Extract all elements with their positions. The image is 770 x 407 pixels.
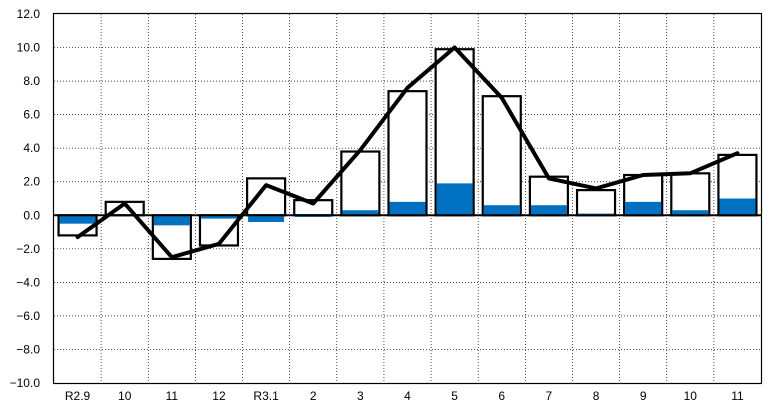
blue-bar bbox=[248, 215, 285, 222]
x-tick-label: 9 bbox=[640, 389, 647, 403]
line-point bbox=[217, 242, 221, 246]
x-tick-label: 11 bbox=[166, 389, 179, 403]
line-point bbox=[594, 186, 598, 190]
line-point bbox=[735, 151, 739, 155]
x-tick-label: 10 bbox=[684, 389, 698, 403]
x-tick-label: 2 bbox=[310, 389, 317, 403]
blue-bar bbox=[719, 198, 756, 216]
outline-bar bbox=[575, 189, 617, 217]
plot-frame bbox=[52, 12, 763, 385]
x-tick-label: 5 bbox=[451, 389, 458, 403]
blue-bar bbox=[342, 210, 379, 216]
outline-bar bbox=[670, 172, 711, 217]
x-tick-label: 4 bbox=[404, 389, 411, 403]
x-tick-label: 6 bbox=[498, 389, 505, 403]
line-point bbox=[123, 202, 127, 206]
y-tick-label: 4.0 bbox=[23, 141, 40, 155]
blue-bar bbox=[200, 215, 237, 219]
x-tick-label: 10 bbox=[118, 389, 132, 403]
blue-bar bbox=[389, 201, 426, 216]
line-point bbox=[358, 148, 362, 152]
y-tick-label: −10.0 bbox=[10, 376, 41, 390]
x-tick-label: 8 bbox=[593, 389, 600, 403]
x-tick-label: 7 bbox=[546, 389, 553, 403]
x-tick-label: 12 bbox=[212, 389, 226, 403]
line-point bbox=[500, 96, 504, 100]
line-point bbox=[311, 202, 315, 206]
blue-bar bbox=[672, 210, 709, 216]
blue-bar bbox=[59, 215, 96, 224]
x-tick-label: R2.9 bbox=[65, 389, 91, 403]
y-tick-label: 6.0 bbox=[23, 108, 40, 122]
blue-bar bbox=[153, 215, 190, 226]
y-tick-label: 0.0 bbox=[23, 208, 40, 222]
y-tick-label: −2.0 bbox=[16, 242, 40, 256]
blue-bar bbox=[530, 205, 567, 216]
blue-bar bbox=[436, 183, 473, 216]
x-tick-label: R3.1 bbox=[253, 389, 279, 403]
line-point bbox=[76, 235, 80, 239]
line-point bbox=[641, 173, 645, 177]
tick-layer: 12.0 10.0 8.0 6.0 4.0 2.0 0.0 −2.0 −4.0 −6.0 −8.0 −… bbox=[10, 7, 744, 403]
y-tick-label: 12.0 bbox=[17, 7, 41, 21]
blue-bar bbox=[625, 201, 662, 216]
y-tick-label: 8.0 bbox=[23, 74, 40, 88]
line-point bbox=[453, 46, 457, 50]
y-tick-label: −4.0 bbox=[16, 275, 40, 289]
y-tick-label: −6.0 bbox=[16, 309, 40, 323]
outline-bar bbox=[481, 95, 522, 217]
blue-bar bbox=[483, 205, 520, 216]
line-layer bbox=[75, 45, 740, 260]
line-point bbox=[547, 176, 551, 180]
x-tick-label: 11 bbox=[731, 389, 744, 403]
line-point bbox=[688, 171, 692, 175]
outline-bar bbox=[340, 150, 381, 217]
line-point bbox=[406, 86, 409, 90]
line-point bbox=[264, 183, 268, 187]
y-tick-label: 10.0 bbox=[17, 41, 41, 55]
y-tick-label: 2.0 bbox=[23, 175, 40, 189]
line-point bbox=[170, 255, 174, 259]
outline-bar bbox=[387, 90, 428, 217]
y-tick-label: −8.0 bbox=[16, 342, 40, 356]
x-tick-label: 3 bbox=[357, 389, 364, 403]
